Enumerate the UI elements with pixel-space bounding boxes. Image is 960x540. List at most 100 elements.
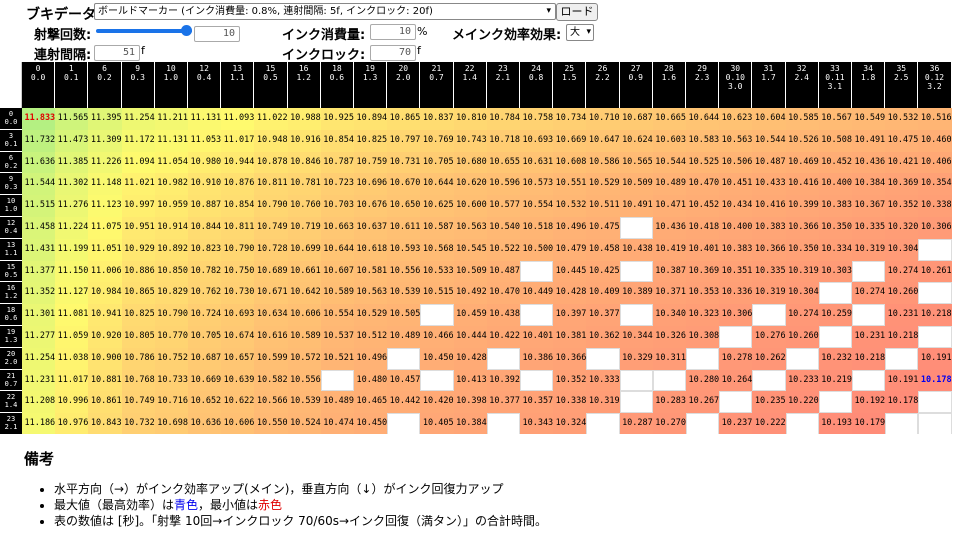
column-header-text: 1.0 [163, 73, 179, 82]
table-cell: 10.425 [586, 260, 620, 283]
column-header-text: 0.10 [725, 73, 745, 82]
table-cell: 10.377 [586, 304, 620, 326]
table-cell: 10.769 [420, 129, 454, 152]
table-cell: 10.811 [221, 217, 255, 239]
efficiency-select[interactable]: 大 ▾ [566, 24, 594, 41]
table-cell: 10.948 [254, 129, 288, 152]
table-cell: 10.837 [420, 108, 454, 130]
table-cell: 10.233 [785, 369, 819, 392]
column-header: 22 1.4 [453, 62, 487, 108]
weapon-data-label: ブキデータ: [26, 7, 102, 23]
table-cell: 10.728 [254, 238, 288, 261]
table-cell: 10.583 [686, 129, 720, 152]
ink-consumption-input[interactable]: 10 [370, 24, 416, 40]
table-cell: 10.663 [320, 217, 354, 239]
table-cell: 10.549 [852, 108, 886, 130]
table-cell: 10.400 [818, 173, 852, 196]
table-cell: 11.022 [254, 108, 288, 130]
table-cell: 10.733 [154, 369, 188, 392]
table-cell: 11.301 [22, 304, 56, 326]
table-cell: 10.705 [188, 326, 222, 348]
table-cell: 10.366 [785, 217, 819, 239]
table-cell: 10.522 [486, 238, 520, 261]
table-cell: 10.846 [287, 151, 321, 174]
table-cell: 11.277 [22, 326, 56, 348]
table-cell: 10.400 [719, 217, 753, 239]
table-cell: 11.385 [55, 151, 89, 174]
row-header-text: 0.5 [4, 270, 18, 279]
table-cell: 11.053 [188, 129, 222, 152]
ink-lock-input[interactable]: 70 [370, 45, 416, 61]
table-cell: 10.274 [785, 304, 819, 326]
shots-slider[interactable] [96, 25, 192, 36]
table-cell: 10.892 [154, 238, 188, 261]
table-cell: 10.445 [553, 260, 587, 283]
row-header-text: 1.3 [4, 336, 18, 344]
table-cell: 10.823 [188, 238, 222, 261]
table-cell: 10.944 [221, 151, 255, 174]
column-header-text: 6 [102, 64, 107, 73]
table-cell: 10.533 [420, 260, 454, 283]
table-cell: 10.850 [154, 260, 188, 283]
shots-input[interactable]: 10 [194, 26, 240, 42]
table-cell: 10.693 [221, 304, 255, 326]
column-header-text: 2.0 [396, 73, 411, 82]
table-cell: 10.790 [254, 195, 288, 217]
table-cell: 10.489 [387, 326, 421, 348]
table-cell: 11.211 [154, 108, 188, 130]
table-cell: 10.887 [188, 195, 222, 217]
table-cell: 10.369 [686, 260, 720, 283]
table-cell: 10.529 [586, 173, 620, 196]
column-header-text: 30 [730, 64, 741, 73]
table-cell: 10.219 [818, 369, 852, 392]
table-cell: 10.865 [121, 282, 155, 305]
table-cell: 10.470 [486, 282, 520, 305]
table-cell: 10.758 [520, 108, 554, 130]
weapon-select[interactable]: ボールドマーカー (インク消費量: 0.8%, 連射間隔: 5f, インクロック… [94, 3, 556, 20]
table-cell: 11.565 [55, 108, 89, 130]
table-cell: 11.352 [22, 282, 56, 305]
table-cell: 10.409 [586, 282, 620, 305]
load-button[interactable]: ロード [556, 3, 598, 21]
table-cell [387, 413, 421, 434]
table-cell: 10.881 [88, 369, 122, 392]
table-cell: 10.693 [520, 129, 554, 152]
table-cell: 10.259 [818, 304, 852, 326]
table-cell [719, 391, 753, 414]
table-cell: 10.731 [387, 151, 421, 174]
table-cell [918, 326, 952, 348]
table-cell: 10.644 [420, 173, 454, 196]
column-header-text: 2.3 [694, 73, 710, 82]
table-cell: 10.665 [652, 108, 686, 130]
column-header-text: 13 [232, 64, 243, 73]
table-cell: 11.231 [22, 369, 56, 392]
table-cell [420, 369, 454, 392]
interval-input[interactable]: 51 [94, 45, 140, 61]
efficiency-table: 0 0.0 1 0.1 6 0.2 9 0.3 10 1.0 12 0.4 13 1.1 15 0.5 16 1.… [0, 62, 960, 434]
table-cell: 10.449 [520, 282, 554, 305]
table-cell [619, 391, 653, 414]
column-header-text: 0.6 [329, 73, 345, 82]
table-cell: 10.566 [254, 391, 288, 414]
column-header-text: 18 [332, 64, 342, 73]
table-cell: 10.699 [287, 238, 321, 261]
ink-consumption-unit: % [417, 25, 428, 38]
table-cell: 10.351 [719, 260, 753, 283]
slider-thumb[interactable] [181, 25, 192, 36]
column-header-text: 29 [697, 64, 707, 73]
table-cell: 10.716 [154, 391, 188, 414]
table-cell: 10.734 [553, 108, 587, 130]
column-header-text: 1 [68, 64, 74, 73]
ink-lock-unit: f [417, 44, 421, 57]
column-header-text: 1.5 [562, 73, 577, 82]
table-cell [486, 413, 520, 434]
table-cell [885, 347, 919, 370]
table-cell: 10.982 [154, 173, 188, 196]
table-cell: 10.367 [852, 195, 886, 217]
column-header: 12 0.4 [188, 62, 222, 108]
column-header: 32 2.4 [785, 62, 819, 108]
column-header-text: 0.4 [196, 73, 212, 82]
column-header: 16 1.2 [287, 62, 321, 108]
table-cell [818, 326, 852, 348]
table-cell: 10.787 [320, 151, 354, 174]
